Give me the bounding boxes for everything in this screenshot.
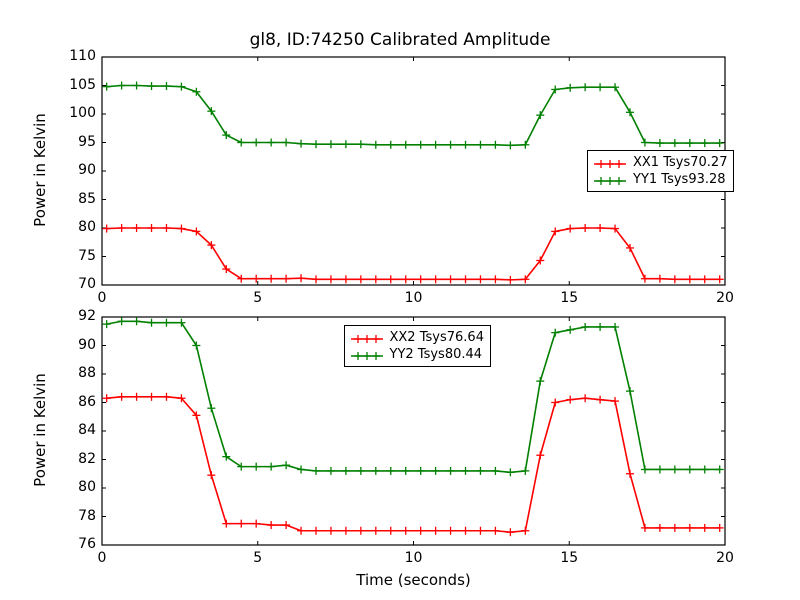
bottom-panel-legend: XX2 Tsys76.64 YY2 Tsys80.44 bbox=[343, 325, 491, 367]
legend-entry-label: YY2 Tsys80.44 bbox=[389, 347, 483, 362]
legend-entry: XX1 Tsys70.27 bbox=[593, 154, 727, 171]
legend-line-sample-icon bbox=[593, 173, 627, 187]
legend-entry-label: XX2 Tsys76.64 bbox=[389, 330, 484, 345]
y-tick-label: 84 bbox=[78, 422, 96, 438]
x-tick-label: 10 bbox=[404, 550, 423, 566]
legend-entry: YY1 Tsys93.28 bbox=[593, 171, 727, 188]
y-tick-label: 78 bbox=[78, 507, 96, 524]
x-tick-label: 15 bbox=[560, 290, 579, 306]
y-tick-label: 105 bbox=[69, 76, 96, 93]
bottom-panel-x-axis-label: Time (seconds) bbox=[356, 571, 471, 589]
y-tick-label: 82 bbox=[78, 450, 96, 467]
x-tick-label: 0 bbox=[97, 290, 107, 306]
legend-line-sample-icon bbox=[593, 156, 627, 170]
bottom-panel-y-axis-label: Power in Kelvin bbox=[31, 373, 49, 487]
y-tick-label: 85 bbox=[78, 190, 96, 207]
x-tick-label: 5 bbox=[253, 290, 263, 306]
x-tick-label: 20 bbox=[716, 290, 734, 306]
x-tick-label: 15 bbox=[560, 550, 579, 566]
y-tick-label: 100 bbox=[69, 105, 96, 121]
y-tick-label: 76 bbox=[78, 536, 96, 552]
bottom-panel-plot-area bbox=[101, 316, 726, 546]
legend-line-sample-icon bbox=[350, 331, 384, 345]
y-tick-label: 70 bbox=[78, 276, 96, 292]
legend-entry-label: XX1 Tsys70.27 bbox=[633, 155, 728, 171]
y-tick-label: 86 bbox=[78, 393, 96, 410]
y-tick-label: 92 bbox=[78, 308, 96, 324]
y-tick-label: 90 bbox=[78, 336, 96, 353]
top-panel-y-axis-label: Power in Kelvin bbox=[31, 113, 49, 227]
y-tick-label: 80 bbox=[78, 479, 96, 495]
legend-entry: YY2 Tsys80.44 bbox=[350, 346, 484, 363]
legend-entry: XX2 Tsys76.64 bbox=[350, 329, 484, 346]
y-tick-label: 88 bbox=[78, 365, 96, 381]
y-tick-label: 80 bbox=[78, 219, 96, 235]
legend-entry-label: YY1 Tsys93.28 bbox=[633, 172, 726, 188]
legend-line-sample-icon bbox=[350, 348, 384, 362]
y-tick-label: 110 bbox=[69, 48, 96, 64]
x-tick-label: 5 bbox=[253, 550, 263, 566]
top-panel-legend: XX1 Tsys70.27 YY1 Tsys93.28 bbox=[587, 150, 735, 193]
page-title: gl8, ID:74250 Calibrated Amplitude bbox=[249, 30, 551, 50]
x-tick-label: 20 bbox=[716, 550, 734, 566]
top-panel-plot-area bbox=[101, 56, 726, 286]
y-tick-label: 75 bbox=[78, 247, 96, 264]
y-tick-label: 90 bbox=[78, 162, 96, 178]
x-tick-label: 0 bbox=[97, 550, 107, 566]
y-tick-label: 95 bbox=[78, 133, 96, 150]
x-tick-label: 10 bbox=[404, 290, 423, 306]
